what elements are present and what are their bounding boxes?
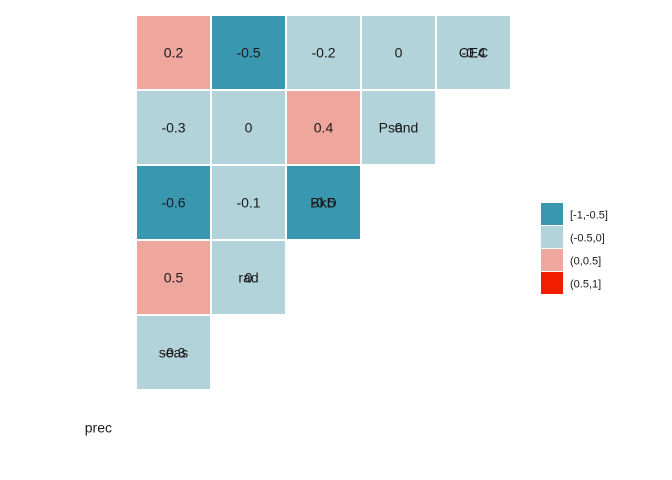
legend-label: (0.5,1] [570, 279, 601, 291]
cell-value-label: -0.1 [236, 195, 260, 211]
cell-value-label: -0.3 [161, 345, 185, 361]
legend-swatch [541, 272, 563, 294]
cell-value-label: 0.5 [164, 270, 184, 286]
cell-value-label: -0.4 [461, 45, 485, 61]
heatmap-cell-cec-prec [136, 15, 211, 90]
cell-value-label: -0.2 [311, 45, 335, 61]
cell-value-label: 0.4 [314, 120, 334, 136]
variable-label-bkd: BkD [310, 195, 336, 211]
variable-label-cec: CEC [459, 45, 489, 61]
heatmap-cell-bkd-seas [211, 165, 286, 240]
legend-label: (-0.5,0] [570, 233, 605, 245]
legend-label: (0,0.5] [570, 256, 601, 268]
cell-value-label: -0.5 [236, 45, 260, 61]
cell-value-label: -0.3 [161, 120, 185, 136]
cell-value-label: -0.6 [161, 195, 185, 211]
heatmap-cell-psand-seas [211, 90, 286, 165]
legend-swatch [541, 249, 563, 271]
variable-labels: prec seas rad BkD Psand CEC [85, 45, 489, 436]
legend-swatch [541, 226, 563, 248]
heatmap-cell-rad-prec [136, 240, 211, 315]
cell-value-label: 0.2 [164, 45, 184, 61]
heatmap-cells: -0.3 0.5 0 -0.6 -0.1 -0.5 -0.3 0 0.4 0 0.2 -0.5 -0.2… [136, 15, 511, 390]
heatmap-cell-cec-bkd [361, 15, 436, 90]
heatmap-cell-psand-rad [286, 90, 361, 165]
heatmap-cell-cec-psand [436, 15, 511, 90]
heatmap-cell-bkd-prec [136, 165, 211, 240]
heatmap-cell-seas-prec [136, 315, 211, 390]
heatmap-cell-psand-prec [136, 90, 211, 165]
heatmap-cell-cec-seas [211, 15, 286, 90]
cell-value-label: 0 [245, 120, 253, 136]
legend: [-1,-0.5] (-0.5,0] (0,0.5] (0.5,1] [541, 203, 608, 294]
heatmap-cell-rad-seas [211, 240, 286, 315]
variable-label-seas: seas [159, 345, 189, 361]
variable-label-psand: Psand [379, 120, 419, 136]
cell-value-label: 0 [395, 120, 403, 136]
cell-value-label: 0 [395, 45, 403, 61]
cell-value-label: 0 [245, 270, 253, 286]
heatmap-cell-bkd-rad [286, 165, 361, 240]
cell-value-label: -0.5 [311, 195, 335, 211]
legend-label: [-1,-0.5] [570, 210, 608, 222]
variable-label-prec: prec [85, 420, 112, 436]
heatmap-cell-psand-bkd [361, 90, 436, 165]
heatmap-cell-cec-rad [286, 15, 361, 90]
legend-swatch [541, 203, 563, 225]
variable-label-rad: rad [238, 270, 258, 286]
